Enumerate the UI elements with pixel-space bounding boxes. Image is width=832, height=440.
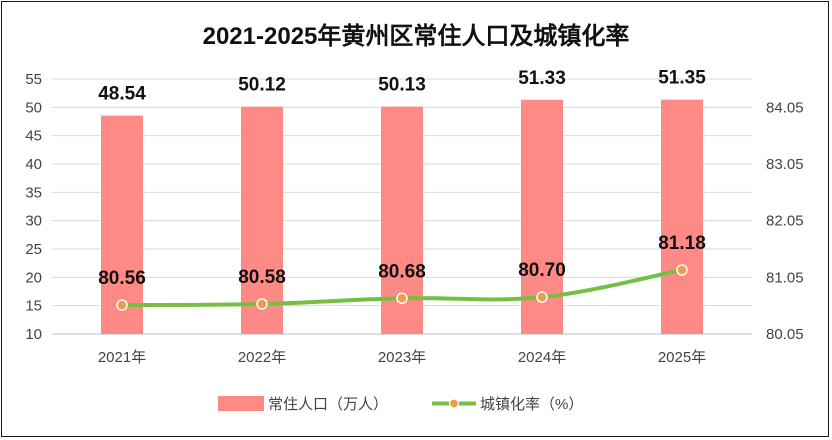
left-tick-label: 15 bbox=[25, 298, 42, 315]
line-point bbox=[116, 299, 128, 311]
chart-title: 2021-2025年黄州区常住人口及城镇化率 bbox=[203, 22, 630, 50]
bar bbox=[101, 115, 143, 335]
bar bbox=[241, 106, 283, 334]
right-tick-label: 80.05 bbox=[766, 326, 804, 343]
left-tick-label: 45 bbox=[25, 128, 42, 145]
x-tick-label: 2025年 bbox=[658, 349, 706, 366]
bar-data-label: 51.33 bbox=[518, 68, 566, 89]
left-tick-label: 55 bbox=[25, 71, 42, 88]
x-tick-label: 2022年 bbox=[238, 349, 286, 366]
legend-line-label: 城镇化率（%） bbox=[480, 396, 583, 413]
right-tick-label: 84.05 bbox=[766, 99, 804, 116]
line-data-label: 81.18 bbox=[658, 233, 706, 254]
right-tick-label: 82.05 bbox=[766, 213, 804, 230]
right-tick-label: 81.05 bbox=[766, 269, 804, 286]
line-data-label: 80.56 bbox=[98, 268, 146, 289]
x-tick-label: 2024年 bbox=[518, 349, 566, 366]
left-tick-label: 50 bbox=[25, 99, 42, 116]
x-axis-ticks: 2021年 2022年 2023年 2024年 2025年 bbox=[98, 349, 706, 366]
line-series bbox=[116, 264, 688, 311]
line-data-labels: 80.56 80.58 80.68 80.70 81.18 bbox=[98, 233, 706, 289]
bar-data-label: 50.13 bbox=[378, 75, 426, 96]
bar-data-label: 50.12 bbox=[238, 75, 286, 96]
x-tick-label: 2021年 bbox=[98, 349, 146, 366]
legend: 常住人口（万人） 城镇化率（%） bbox=[218, 396, 583, 413]
line-data-label: 80.58 bbox=[238, 267, 286, 288]
bar bbox=[661, 99, 703, 334]
legend-bar-label: 常住人口（万人） bbox=[268, 396, 388, 413]
bar-data-label: 48.54 bbox=[98, 84, 146, 105]
right-axis-ticks: 80.05 81.05 82.05 83.05 84.05 bbox=[766, 99, 804, 343]
left-tick-label: 30 bbox=[25, 213, 42, 230]
legend-bar-swatch bbox=[218, 396, 264, 411]
left-tick-label: 25 bbox=[25, 241, 42, 258]
left-tick-label: 35 bbox=[25, 184, 42, 201]
line-point bbox=[396, 292, 408, 305]
left-tick-label: 10 bbox=[25, 326, 42, 343]
left-tick-label: 20 bbox=[25, 269, 42, 286]
line-point bbox=[676, 264, 688, 276]
left-tick-label: 40 bbox=[25, 156, 42, 173]
line-point bbox=[256, 298, 268, 310]
line-data-label: 80.68 bbox=[378, 261, 426, 282]
left-axis-ticks: 10 15 20 25 30 35 40 45 50 55 bbox=[25, 71, 42, 343]
right-tick-label: 83.05 bbox=[766, 156, 804, 173]
x-tick-label: 2023年 bbox=[378, 349, 426, 366]
line-point bbox=[536, 291, 548, 303]
legend-line-marker bbox=[448, 398, 460, 409]
bar-data-labels: 48.54 50.12 50.13 51.33 51.35 bbox=[98, 68, 706, 105]
bar-data-label: 51.35 bbox=[658, 68, 706, 89]
line-data-label: 80.70 bbox=[518, 260, 566, 281]
